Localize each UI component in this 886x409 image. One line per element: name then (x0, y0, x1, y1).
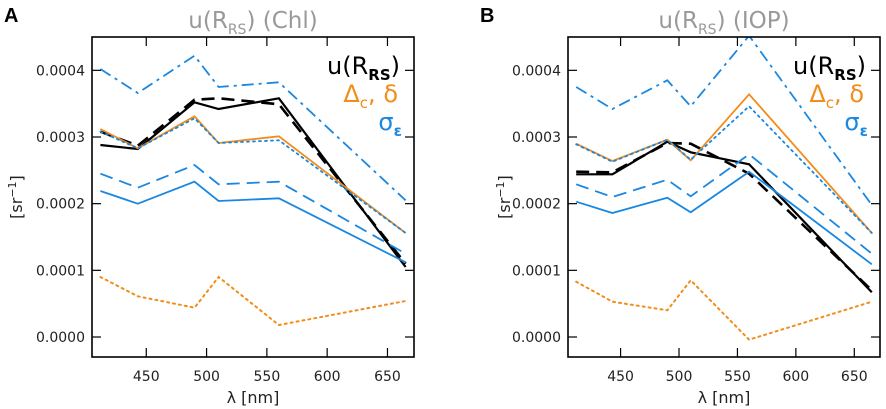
legend-delta: Δc, δ (809, 80, 864, 112)
legend-sigma-main: σ (378, 108, 393, 136)
x-axis-label: λ [nm] (227, 388, 280, 407)
x-tick-label: 450 (607, 369, 634, 385)
x-tick-label: 550 (724, 369, 751, 385)
y-axis-label-sup: −1 (494, 181, 507, 197)
y-tick-label: 0.0003 (36, 130, 85, 146)
legend-small-delta: δ (849, 80, 864, 108)
series-group (99, 54, 407, 327)
y-tick-label: 0.0003 (512, 130, 561, 146)
panel-title-main: u(R (188, 8, 228, 34)
panel-title: u(RRS) (IOP) (658, 8, 789, 38)
panel-title: u(RRS) (Chl) (188, 8, 317, 38)
x-tick-label: 600 (782, 369, 809, 385)
legend-small-delta: δ (383, 80, 398, 108)
y-axis-label-suffix: ] (7, 175, 26, 181)
legend-delta-c-sub: c (826, 94, 834, 112)
plot-frame (567, 36, 881, 358)
panel-a: 450 500 550 600 650 0.0000 0.0001 0.0002 0.0003 0… (4, 5, 415, 407)
legend-sigma-main: σ (844, 108, 859, 136)
series-line-sigma-eps-solid (575, 170, 873, 266)
y-tick-label: 0.0001 (512, 263, 561, 279)
series-line-u-r-rs-dashed (576, 141, 873, 292)
series-line-delta-c (99, 115, 407, 234)
x-tick-label: 450 (133, 369, 160, 385)
series-line-delta-c (575, 92, 873, 234)
legend-sigma: σε (844, 108, 868, 140)
legend-u-rrs-sub: RS (368, 66, 390, 84)
panel-title-main: u(R (658, 8, 698, 34)
series-line-u-r-rs-solid (100, 97, 407, 268)
x-tick-label: 550 (254, 369, 281, 385)
series-line-sigma-eps-dashed (100, 163, 407, 255)
x-tick-label: 500 (666, 369, 693, 385)
x-tick-label: 600 (314, 369, 341, 385)
legend-u-rrs-sub: RS (834, 66, 856, 84)
legend-u-rrs: u(RRS) (793, 52, 866, 84)
series-group (575, 37, 873, 341)
y-axis-label: [sr−1] (6, 175, 26, 219)
legend-delta-c-main: Δ (809, 80, 826, 108)
series-line-sigma-eps-dotted (575, 105, 873, 234)
y-tick-label: 0.0000 (36, 330, 85, 346)
x-tick-label: 650 (841, 369, 868, 385)
legend-delta-sep: , (834, 80, 849, 108)
series-line-u-r-rs-solid (576, 140, 873, 294)
panel-b: 450 500 550 600 650 0.0000 0.0001 0.0002 0.0003 0… (480, 5, 881, 407)
series-line-sigma-eps-dotted (99, 117, 407, 234)
legend-delta: Δc, δ (343, 80, 398, 112)
panel-title-suffix: ) (Chl) (246, 8, 317, 34)
y-tick-label: 0.0000 (512, 330, 561, 346)
series-line-sigma-eps-dash-dot (99, 54, 407, 201)
y-axis-label-main: [sr (7, 197, 26, 219)
legend-u-rrs-suffix: ) (391, 52, 400, 80)
legend-u-rrs-suffix: ) (857, 52, 866, 80)
series-line-delta (575, 278, 873, 341)
x-axis-label: λ [nm] (698, 388, 751, 407)
legend-sigma-sub: ε (394, 122, 402, 140)
legend-u-rrs-main: u(R (327, 52, 368, 80)
y-tick-label: 0.0002 (512, 197, 561, 213)
legend-delta-c-main: Δ (343, 80, 360, 108)
legend-delta-sep: , (368, 80, 383, 108)
y-axis-label: [sr−1] (494, 175, 514, 219)
y-tick-label: 0.0001 (36, 263, 85, 279)
x-tick-label: 500 (193, 369, 220, 385)
series-line-sigma-eps-dash-dot (575, 37, 873, 206)
series-line-sigma-eps-dashed (575, 153, 873, 255)
y-tick-label: 0.0004 (36, 63, 85, 79)
panel-title-sub: RS (228, 22, 247, 38)
y-axis-label-sup: −1 (6, 181, 19, 197)
legend-sigma-sub: ε (860, 122, 868, 140)
legend-u-rrs-main: u(R (793, 52, 834, 80)
series-line-delta (99, 275, 407, 327)
y-tick-label: 0.0004 (512, 63, 561, 79)
y-axis-label-main: [sr (495, 197, 514, 219)
legend-u-rrs: u(RRS) (327, 52, 400, 84)
panel-letter: A (4, 5, 18, 27)
legend-delta-c-sub: c (360, 94, 368, 112)
series-line-u-r-rs-dashed (99, 96, 407, 265)
y-tick-label: 0.0002 (36, 197, 85, 213)
panel-title-suffix: ) (IOP) (717, 8, 790, 34)
plot-frame (91, 36, 415, 358)
series-line-sigma-eps-solid (100, 180, 407, 264)
panel-title-sub: RS (698, 22, 717, 38)
x-tick-label: 650 (374, 369, 401, 385)
legend-sigma: σε (378, 108, 402, 140)
panel-letter: B (480, 5, 494, 27)
y-axis-label-suffix: ] (495, 175, 514, 181)
